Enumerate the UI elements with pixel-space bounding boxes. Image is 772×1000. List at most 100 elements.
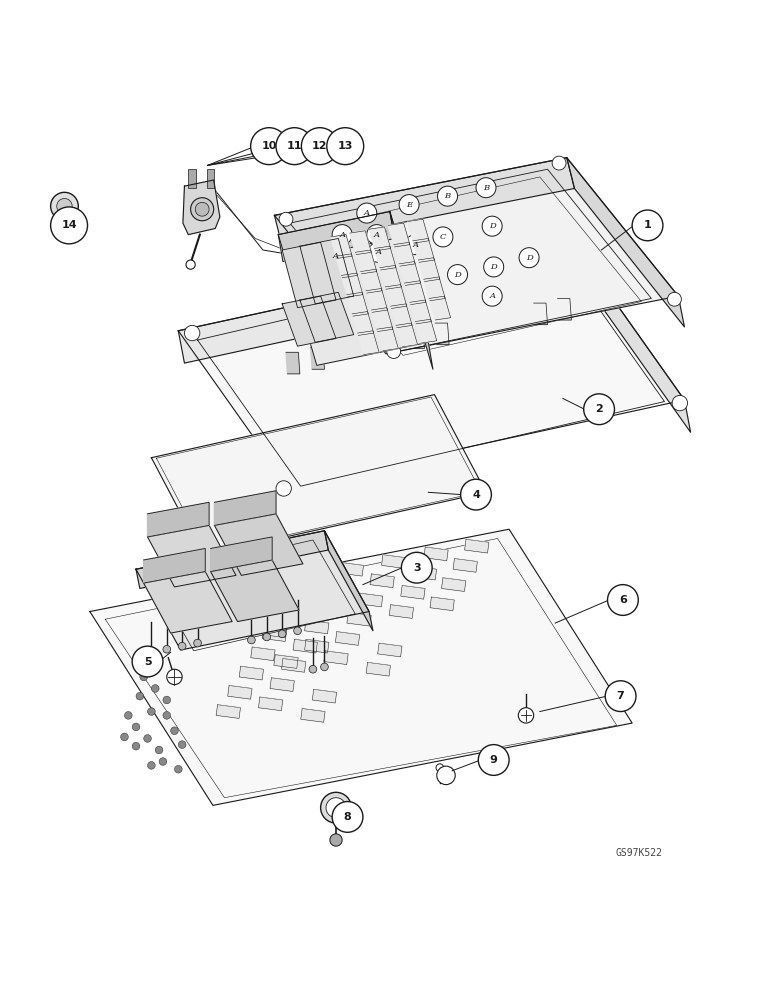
Polygon shape — [366, 288, 388, 312]
Polygon shape — [178, 245, 581, 363]
Circle shape — [178, 741, 186, 748]
Text: 5: 5 — [144, 657, 151, 667]
Circle shape — [320, 663, 328, 671]
Circle shape — [163, 696, 171, 704]
Polygon shape — [282, 659, 306, 672]
Text: 9: 9 — [489, 755, 498, 765]
Polygon shape — [389, 605, 414, 618]
Polygon shape — [390, 212, 433, 369]
Circle shape — [276, 481, 291, 496]
Circle shape — [484, 257, 503, 277]
Polygon shape — [262, 628, 286, 641]
Circle shape — [155, 746, 163, 754]
Circle shape — [263, 633, 271, 641]
Text: 4: 4 — [472, 490, 480, 500]
Circle shape — [433, 227, 453, 247]
Circle shape — [482, 216, 502, 236]
Circle shape — [437, 766, 455, 785]
Text: 3: 3 — [413, 563, 421, 573]
Polygon shape — [301, 709, 325, 722]
Polygon shape — [313, 689, 337, 703]
Polygon shape — [300, 238, 354, 304]
Polygon shape — [270, 678, 294, 691]
Polygon shape — [347, 292, 368, 316]
Polygon shape — [412, 566, 437, 580]
Text: A: A — [374, 231, 380, 239]
Polygon shape — [350, 231, 371, 255]
Circle shape — [326, 246, 346, 266]
Polygon shape — [405, 281, 426, 305]
Circle shape — [519, 248, 539, 268]
Polygon shape — [183, 180, 220, 235]
Polygon shape — [339, 562, 364, 576]
Circle shape — [151, 685, 159, 692]
Circle shape — [479, 745, 509, 775]
Circle shape — [167, 669, 182, 685]
Polygon shape — [415, 319, 437, 343]
Polygon shape — [408, 219, 429, 243]
Text: 2: 2 — [595, 404, 603, 414]
Polygon shape — [286, 589, 310, 603]
Circle shape — [132, 646, 163, 677]
Polygon shape — [358, 593, 383, 607]
Polygon shape — [90, 529, 632, 805]
Circle shape — [399, 195, 419, 215]
Polygon shape — [429, 296, 451, 320]
Text: C: C — [440, 233, 446, 241]
Polygon shape — [215, 491, 276, 525]
Text: A: A — [339, 231, 345, 239]
Polygon shape — [211, 560, 299, 622]
Circle shape — [309, 665, 317, 673]
Polygon shape — [262, 624, 286, 638]
Polygon shape — [380, 265, 401, 289]
Polygon shape — [282, 296, 336, 346]
Polygon shape — [274, 655, 298, 668]
Bar — [188, 169, 196, 188]
Text: D: D — [489, 222, 496, 230]
Circle shape — [51, 207, 87, 244]
Polygon shape — [147, 525, 236, 587]
Polygon shape — [418, 258, 440, 282]
Circle shape — [120, 733, 128, 741]
Polygon shape — [136, 531, 328, 588]
Text: 6: 6 — [619, 595, 627, 605]
Circle shape — [668, 292, 682, 306]
Circle shape — [163, 645, 171, 653]
Text: E: E — [406, 201, 412, 209]
Polygon shape — [310, 348, 324, 369]
Circle shape — [518, 708, 533, 723]
Circle shape — [124, 712, 132, 719]
Circle shape — [248, 636, 256, 644]
Text: 7: 7 — [617, 691, 625, 701]
Text: D: D — [490, 263, 497, 271]
Polygon shape — [336, 254, 357, 278]
Polygon shape — [361, 269, 382, 293]
Polygon shape — [413, 238, 435, 262]
Text: D: D — [526, 254, 533, 262]
Polygon shape — [385, 285, 407, 308]
Polygon shape — [435, 323, 449, 345]
Circle shape — [405, 235, 425, 255]
Polygon shape — [391, 304, 412, 328]
Polygon shape — [401, 585, 425, 599]
Polygon shape — [324, 531, 373, 631]
Circle shape — [136, 692, 144, 700]
Polygon shape — [424, 277, 445, 301]
Polygon shape — [324, 651, 348, 665]
Polygon shape — [300, 292, 354, 342]
Polygon shape — [574, 245, 691, 432]
Circle shape — [159, 758, 167, 765]
Text: 11: 11 — [286, 141, 302, 151]
Polygon shape — [465, 539, 489, 553]
Circle shape — [147, 708, 155, 715]
Text: B: B — [445, 192, 451, 200]
Polygon shape — [355, 250, 377, 274]
Bar — [61, 220, 68, 234]
Polygon shape — [347, 612, 371, 626]
Polygon shape — [442, 578, 466, 591]
Text: 1: 1 — [644, 220, 652, 230]
Circle shape — [191, 198, 214, 221]
Polygon shape — [215, 514, 303, 575]
Circle shape — [357, 203, 377, 223]
Polygon shape — [394, 242, 415, 266]
